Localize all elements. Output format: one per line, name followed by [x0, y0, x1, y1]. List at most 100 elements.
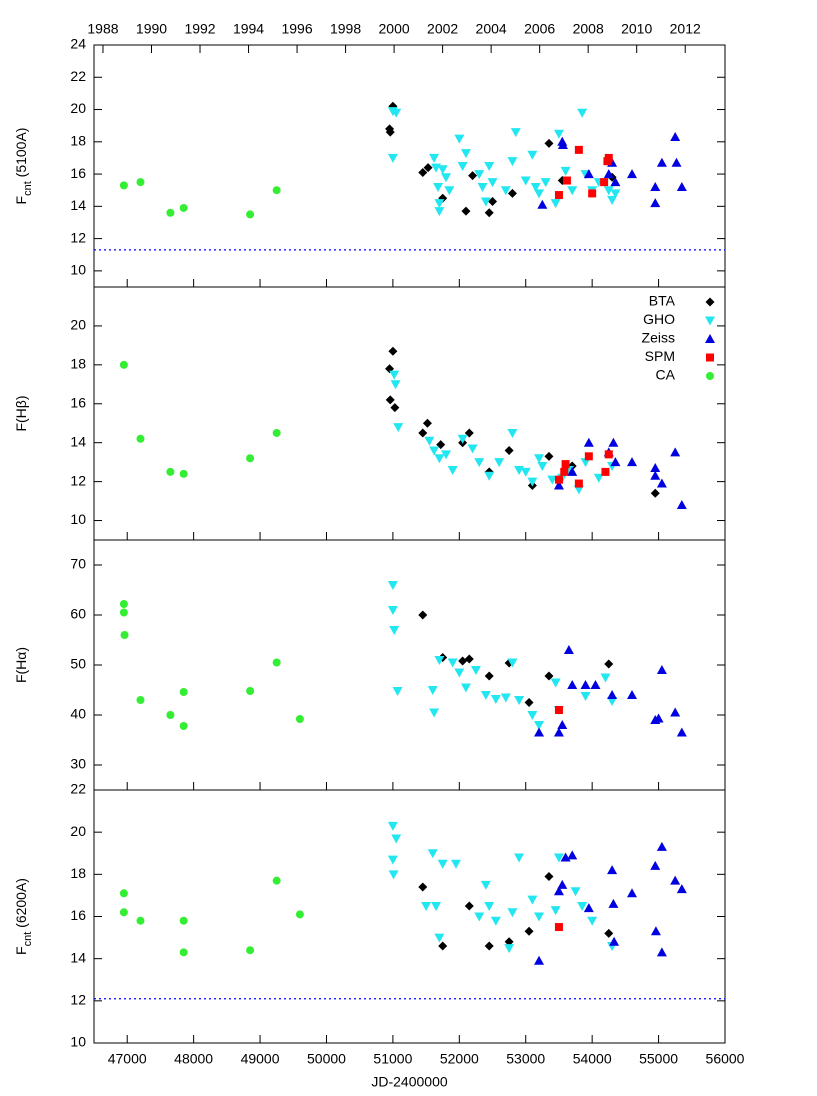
point — [607, 697, 618, 706]
point — [444, 186, 455, 196]
point — [388, 346, 398, 356]
point — [562, 176, 571, 185]
point — [434, 207, 445, 217]
x-tick-label: 50000 — [307, 1051, 346, 1067]
point — [120, 631, 129, 639]
point — [480, 197, 491, 207]
point — [608, 437, 619, 447]
point — [553, 129, 564, 139]
y-axis-label-part: cnt — [22, 181, 34, 196]
y-tick-label: 20 — [70, 100, 86, 116]
point — [670, 875, 681, 885]
point — [385, 127, 395, 137]
point — [514, 696, 525, 705]
y-axis-label-part: (6200A) — [13, 878, 29, 932]
point — [650, 198, 661, 208]
point — [461, 206, 471, 216]
point — [418, 610, 428, 620]
point — [580, 458, 591, 468]
point — [567, 186, 578, 196]
y-tick-label: 16 — [70, 907, 86, 923]
point — [527, 150, 538, 160]
point — [454, 668, 465, 678]
point — [604, 153, 613, 162]
point — [295, 715, 304, 723]
point — [650, 926, 661, 936]
point — [608, 898, 619, 908]
y-tick-label: 22 — [70, 68, 86, 84]
point — [534, 727, 545, 737]
x2-tick-label: 1996 — [281, 21, 312, 37]
point — [627, 457, 638, 467]
y-axis-label-part: F(Hα) — [13, 647, 29, 683]
point — [272, 876, 281, 885]
point — [246, 210, 255, 219]
y-tick-label: 24 — [70, 36, 86, 52]
point — [480, 880, 491, 890]
y-tick-label: 14 — [70, 949, 86, 965]
legend-marker — [705, 316, 715, 326]
point — [434, 454, 445, 464]
point — [577, 108, 588, 118]
point — [607, 195, 618, 205]
point — [166, 208, 175, 217]
point — [429, 153, 440, 163]
point — [670, 131, 681, 141]
point — [609, 936, 620, 946]
x2-tick-label: 1988 — [87, 21, 118, 37]
y-tick-label: 22 — [70, 781, 86, 797]
y-tick-label: 14 — [70, 197, 86, 213]
point — [537, 199, 548, 209]
y-tick-label: 12 — [70, 229, 86, 245]
x2-tick-label: 2004 — [476, 21, 507, 37]
point — [584, 452, 593, 461]
point — [514, 853, 525, 863]
point — [587, 916, 598, 926]
x2-tick-label: 1990 — [136, 21, 167, 37]
point — [656, 947, 667, 957]
plot-frame — [93, 286, 726, 541]
point — [557, 879, 568, 889]
point — [447, 465, 458, 475]
point — [458, 656, 468, 666]
point — [457, 162, 468, 171]
point — [656, 665, 667, 674]
point — [474, 170, 485, 180]
point — [480, 691, 491, 700]
point — [656, 841, 667, 851]
point — [434, 199, 445, 209]
point — [295, 910, 304, 919]
point — [557, 140, 568, 150]
point — [520, 467, 531, 477]
point — [627, 169, 638, 179]
point — [547, 475, 558, 485]
point — [272, 428, 281, 437]
point — [670, 707, 681, 717]
y-tick-label: 18 — [70, 865, 86, 881]
y-axis-label-part: F — [13, 946, 29, 955]
point — [557, 720, 568, 729]
point — [676, 499, 687, 509]
x-tick-label: 51000 — [373, 1051, 412, 1067]
point — [391, 834, 402, 844]
point — [527, 895, 538, 905]
point — [671, 157, 682, 167]
point — [504, 445, 514, 455]
point — [520, 176, 531, 186]
point — [656, 478, 667, 488]
point — [431, 901, 442, 911]
point — [460, 683, 471, 693]
point — [600, 673, 611, 683]
point — [650, 488, 660, 498]
point — [553, 886, 564, 896]
legend-label: BTA — [649, 293, 676, 309]
point — [610, 189, 621, 199]
x-tick-label: 56000 — [706, 1051, 745, 1067]
point — [504, 937, 514, 947]
point — [484, 208, 494, 218]
x2-tick-label: 1998 — [330, 21, 361, 37]
y-axis-label: Fcnt (5100A) — [13, 128, 34, 205]
y-tick-label: 30 — [70, 756, 86, 772]
point — [272, 658, 281, 667]
